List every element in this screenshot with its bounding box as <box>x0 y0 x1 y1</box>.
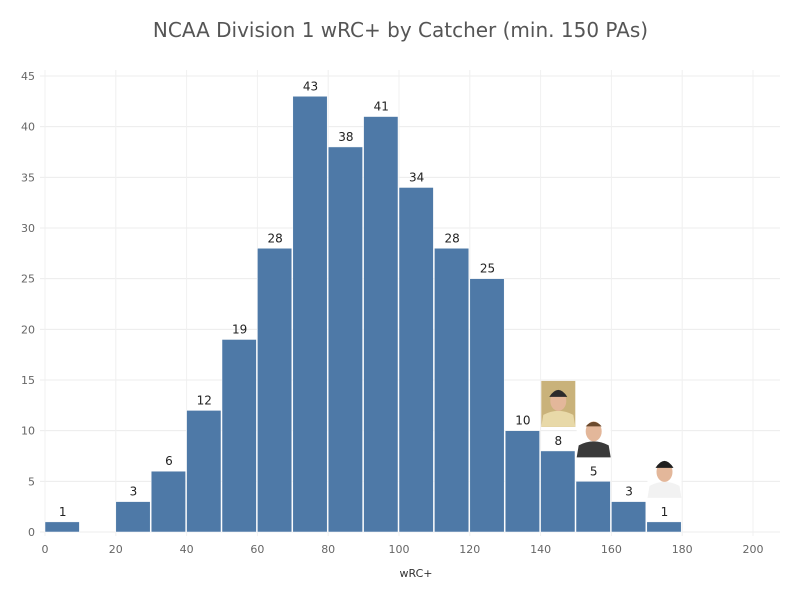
histogram-bar <box>115 501 151 533</box>
y-tick-label: 30 <box>21 222 35 235</box>
bar-data-label: 38 <box>338 130 353 144</box>
bar-data-label: 28 <box>444 231 459 245</box>
y-tick-label: 35 <box>21 171 35 184</box>
bar-data-label: 41 <box>374 100 389 114</box>
x-tick-label: 140 <box>530 543 551 556</box>
y-tick-label: 10 <box>21 425 35 438</box>
histogram-bar <box>504 430 540 533</box>
bar-data-label: 6 <box>165 454 173 468</box>
histogram-bar <box>292 96 328 533</box>
x-tick-label: 180 <box>672 543 693 556</box>
histogram-bar <box>186 410 222 533</box>
player-photo-3 <box>647 451 682 498</box>
histogram-bar <box>363 116 399 533</box>
histogram-bar <box>221 339 257 533</box>
chart-title: NCAA Division 1 wRC+ by Catcher (min. 15… <box>152 18 649 42</box>
histogram-bar <box>44 521 80 533</box>
y-tick-label: 40 <box>21 121 35 134</box>
histogram-bar <box>469 278 505 533</box>
player-photo-2 <box>576 411 611 458</box>
bar-data-label: 25 <box>480 262 495 276</box>
bar-data-label: 5 <box>590 464 598 478</box>
y-tick-label: 25 <box>21 273 35 286</box>
y-tick-label: 0 <box>28 526 35 539</box>
bar-data-label: 8 <box>554 434 562 448</box>
bar-data-label: 10 <box>515 414 530 428</box>
histogram-bar <box>540 450 576 533</box>
bar-data-label: 43 <box>303 79 318 93</box>
histogram-bar <box>575 481 611 533</box>
y-tick-label: 45 <box>21 70 35 83</box>
x-tick-label: 80 <box>321 543 335 556</box>
histogram-bar <box>150 470 186 533</box>
histogram-bar <box>327 146 363 533</box>
y-tick-label: 20 <box>21 323 35 336</box>
y-tick-label: 15 <box>21 374 35 387</box>
bar-data-label: 12 <box>197 393 212 407</box>
histogram-bar <box>398 187 434 533</box>
x-tick-label: 20 <box>109 543 123 556</box>
x-tick-label: 0 <box>42 543 49 556</box>
bar-data-label: 1 <box>59 505 67 519</box>
bar-data-label: 28 <box>267 231 282 245</box>
x-tick-label: 40 <box>180 543 194 556</box>
x-tick-label: 200 <box>743 543 764 556</box>
bar-data-label: 19 <box>232 322 247 336</box>
bar-data-label: 3 <box>625 485 633 499</box>
histogram-bar <box>646 521 682 533</box>
histogram-bar <box>257 248 293 533</box>
x-tick-label: 60 <box>250 543 264 556</box>
y-tick-label: 5 <box>28 475 35 488</box>
player-photo-1 <box>541 380 576 427</box>
histogram-bar <box>611 501 647 533</box>
bar-data-label: 34 <box>409 170 424 184</box>
x-axis-label: wRC+ <box>400 567 433 580</box>
x-tick-label: 160 <box>601 543 622 556</box>
x-tick-label: 100 <box>389 543 410 556</box>
histogram-bar <box>434 248 470 533</box>
x-tick-label: 120 <box>459 543 480 556</box>
bar-data-label: 1 <box>661 505 669 519</box>
bar-data-label: 3 <box>130 485 138 499</box>
